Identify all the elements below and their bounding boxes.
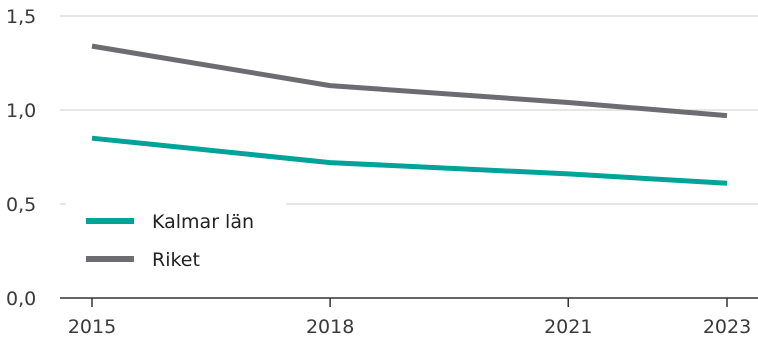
- x-tick-label: 2023: [703, 316, 751, 337]
- series-line-riket: [91, 43, 728, 119]
- legend-background: [66, 200, 286, 282]
- axes: 0,0 0,5 1,0 1,5 2015 2018 2021 2023: [6, 6, 758, 337]
- legend-label: Riket: [152, 249, 200, 271]
- y-tick-label: 0,5: [6, 194, 36, 216]
- y-tick-label: 1,0: [6, 100, 36, 122]
- x-tick-label: 2021: [544, 316, 592, 337]
- x-tick-label: 2018: [306, 316, 354, 337]
- x-tick-label: 2015: [68, 316, 116, 337]
- series-line-kalmar-lan: [91, 135, 728, 186]
- legend: Kalmar län Riket: [66, 200, 286, 282]
- legend-label: Kalmar län: [152, 211, 254, 233]
- y-tick-label: 1,5: [6, 6, 36, 28]
- y-tick-label: 0,0: [6, 288, 36, 310]
- series-lines: [91, 43, 728, 186]
